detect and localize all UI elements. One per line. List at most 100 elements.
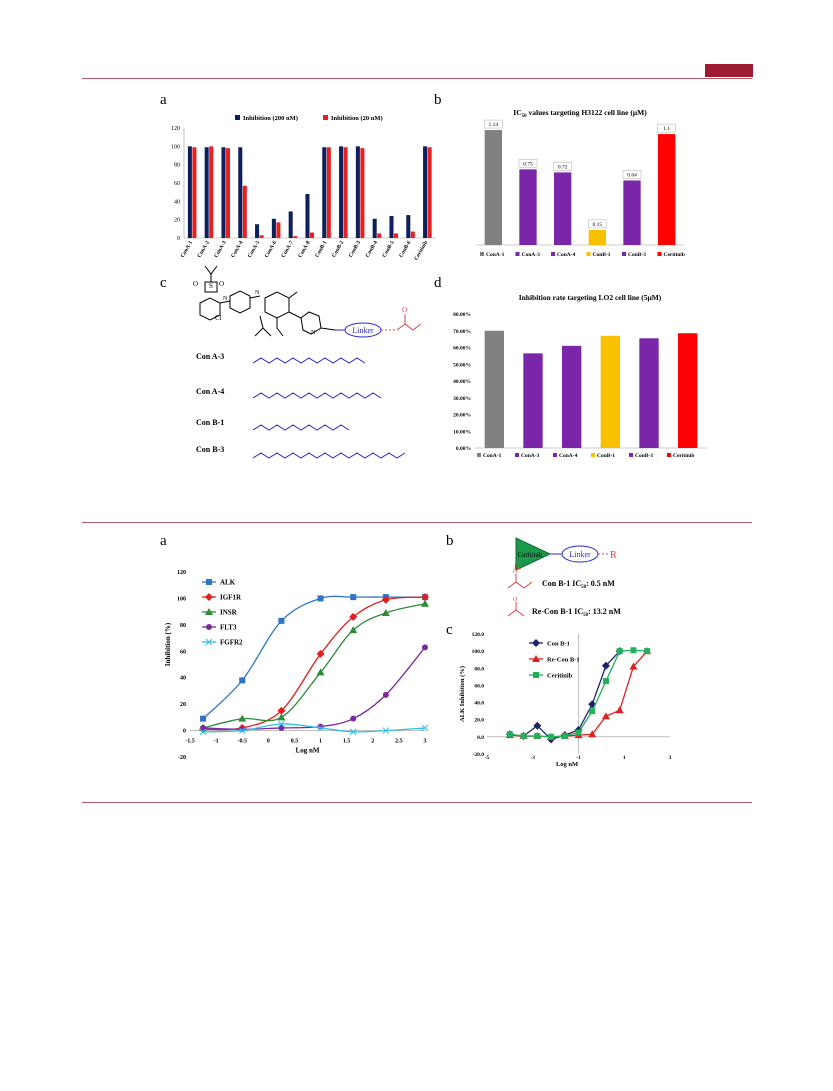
bar-lo2 <box>600 335 620 448</box>
legend-marker <box>205 593 213 601</box>
bar-20nm <box>343 147 348 238</box>
svg-text:O: O <box>513 569 518 575</box>
bar-200nm <box>423 146 428 238</box>
x-tick-label: ConB-1 <box>314 240 328 259</box>
y-axis-label: Inhibition (%) <box>164 622 172 666</box>
data-point-ceritinib <box>561 733 568 739</box>
data-point-fgfr2 <box>349 728 357 736</box>
bar-200nm <box>355 146 360 238</box>
x-tick-label: ConA-3 <box>213 240 227 259</box>
legend-marker <box>206 624 212 630</box>
bar-20nm <box>192 147 197 238</box>
bar-200nm <box>204 147 209 238</box>
data-point-flt3 <box>278 724 285 731</box>
reconb1-ic50-sub: 50 <box>583 613 589 618</box>
svg-text:O: O <box>219 280 224 288</box>
data-point-flt3 <box>200 724 207 731</box>
data-label: 0.72 <box>558 164 568 170</box>
data-label: 0.64 <box>627 172 637 178</box>
data-point-alk <box>317 595 324 602</box>
data-point-ceritinib <box>548 733 555 740</box>
legend-swatch <box>515 453 519 457</box>
bar-20nm <box>293 236 298 238</box>
legend-label: FGFR2 <box>220 639 243 647</box>
bar-200nm <box>221 147 226 238</box>
bar-lo2 <box>639 338 659 448</box>
y-tick-label: 20.0 <box>474 718 484 724</box>
line-chart-alk-inhibition: -20.0 0.0 20.0 40.0 60.0 80.0 100.0 120.0 -5 -3 -1… <box>459 632 672 768</box>
y-tick-label: 60 <box>174 181 180 187</box>
bar-200nm <box>339 146 344 238</box>
svg-text:N: N <box>311 330 316 336</box>
data-point-ceritinib <box>644 648 651 655</box>
reconb1-ic50-label: Re-Con B-1 IC <box>532 607 583 616</box>
data-point-ceritinib <box>575 729 582 736</box>
legend-swatch <box>667 453 671 457</box>
legend-swatch <box>515 252 520 256</box>
y-tick-label: 40 <box>180 676 186 682</box>
legend-swatch <box>622 252 626 256</box>
y-tick-label: 60.0 <box>474 683 484 689</box>
bar-200nm <box>372 218 377 238</box>
x-tick-label: ConB-2 <box>331 240 345 259</box>
y-tick-label: 30.00% <box>453 396 471 402</box>
legend-swatch <box>586 252 591 256</box>
bar-20nm <box>310 232 315 238</box>
con-a3-label: Con A-3 <box>196 352 225 361</box>
data-label-box <box>657 123 676 133</box>
x-tick-label: ConA-8 <box>297 240 311 259</box>
legend-label: FLT3 <box>220 624 237 632</box>
data-point-ceritinib <box>506 731 513 738</box>
legend-label: ConB-1 <box>597 453 615 459</box>
y-tick-label: 60.00% <box>453 346 471 352</box>
legend-swatch <box>235 115 240 120</box>
panel-label-bot-a: a <box>160 533 167 549</box>
y-tick-label: 50.00% <box>453 362 471 368</box>
x-tick-label: ConA-7 <box>281 240 295 259</box>
x-tick-label: 3 <box>669 755 672 761</box>
reconb1-ic50-value: : 13.2 nM <box>588 607 621 616</box>
conb1-ic50-sub: 50 <box>581 585 587 590</box>
header-rule <box>82 78 752 79</box>
line-chart-kinase-selectivity: -20 0 20 40 60 80 100 120 -1.5 -1 -0.5 0 0.5 1 1.5 2 2.5… <box>164 570 429 761</box>
bar-200nm <box>271 218 276 238</box>
bar-20nm <box>276 222 281 238</box>
data-point-igf1r <box>421 593 429 602</box>
legend-marker <box>205 638 213 646</box>
data-label-box <box>588 219 607 229</box>
x-tick-label: 1 <box>319 739 322 745</box>
y-tick-label: 40.00% <box>453 379 471 385</box>
linker-label-b: Linker <box>569 550 591 559</box>
data-point-ceritinib <box>534 733 541 739</box>
conb1-ic50-value: : 0.5 nM <box>586 579 615 588</box>
legend-label: Ceritinib <box>673 453 694 459</box>
ceritinib-linker-structure: Linker O S O O Cl N N N <box>193 265 422 459</box>
bar-lo2 <box>562 345 582 448</box>
chart-title: IC50 values targeting H3122 cell line (μ… <box>513 108 647 119</box>
data-point-re-con-b-1 <box>588 730 597 738</box>
x-axis-label: Log nM <box>296 747 320 755</box>
legend-label: IGF1R <box>220 594 242 602</box>
bar-20nm <box>394 233 399 238</box>
legend-marker <box>532 639 540 647</box>
y-tick-label: -20 <box>178 755 186 761</box>
y-tick-label: 0 <box>183 729 186 735</box>
y-tick-label: 120 <box>171 126 180 132</box>
bar-20nm <box>377 233 382 238</box>
bar-200nm <box>389 216 394 238</box>
bar-20nm <box>410 231 415 238</box>
y-tick-label: 120.0 <box>472 632 485 638</box>
data-point-re-con-b-1 <box>601 712 610 720</box>
data-point-insr <box>238 714 247 722</box>
data-point-flt3 <box>350 715 357 722</box>
data-point-alk <box>239 677 246 684</box>
y-tick-label: 120 <box>177 570 186 576</box>
panel-label-top-b: b <box>434 92 442 108</box>
y-tick-label: 20 <box>174 218 180 224</box>
legend-label: Con B-1 <box>547 641 570 648</box>
bar-ic50 <box>588 229 606 245</box>
y-tick-label: 0 <box>177 236 180 242</box>
legend-marker <box>205 608 213 615</box>
data-point-igf1r <box>316 649 325 658</box>
x-axis-label: Log nM <box>556 761 578 768</box>
